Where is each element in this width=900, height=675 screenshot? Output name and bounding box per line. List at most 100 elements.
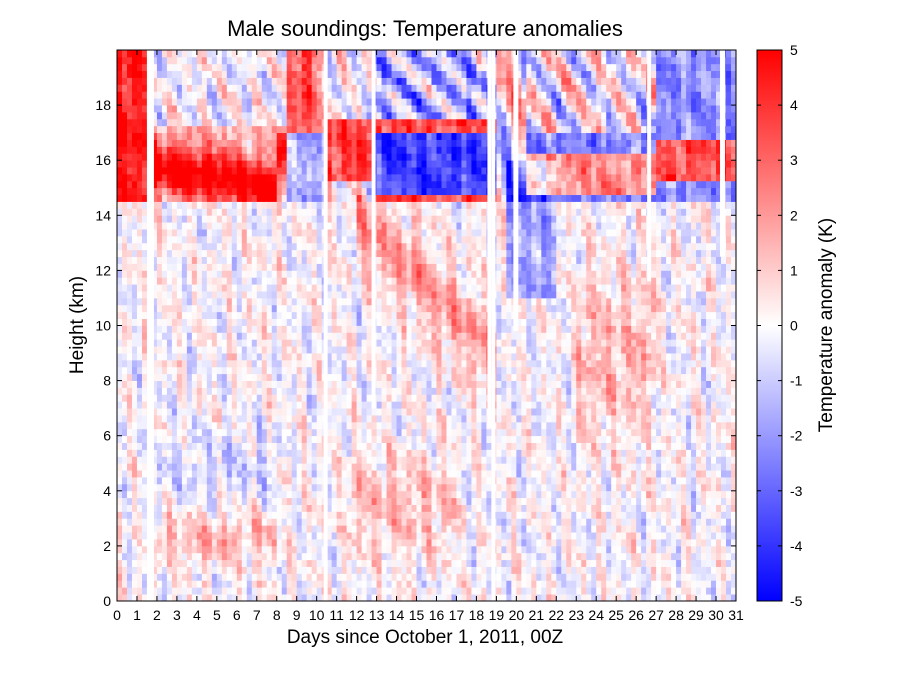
heatmap-cell xyxy=(251,490,258,499)
heatmap-cell xyxy=(301,525,308,533)
heatmap-cell xyxy=(296,70,303,78)
heatmap-cell xyxy=(331,539,338,547)
heatmap-cell xyxy=(211,91,218,99)
heatmap-cell xyxy=(356,118,362,127)
heatmap-cell xyxy=(121,373,128,381)
heatmap-cell xyxy=(236,56,243,65)
heatmap-cell xyxy=(216,56,223,65)
heatmap-cell xyxy=(201,580,208,588)
heatmap-cell xyxy=(296,118,303,127)
heatmap-cell xyxy=(211,470,218,478)
heatmap-cell xyxy=(231,573,238,581)
heatmap-cell xyxy=(421,70,427,78)
heatmap-cell xyxy=(351,63,358,72)
heatmap-cell xyxy=(117,504,123,512)
heatmap-cell xyxy=(396,249,402,258)
heatmap-cell xyxy=(281,477,288,485)
heatmap-cell xyxy=(216,187,223,196)
heatmap-cell xyxy=(416,111,422,120)
heatmap-cell xyxy=(331,139,338,147)
heatmap-cell xyxy=(411,84,417,92)
heatmap-cell xyxy=(221,222,228,230)
heatmap-cell xyxy=(296,387,303,395)
heatmap-cell xyxy=(366,249,372,258)
heatmap-cell xyxy=(356,380,362,388)
heatmap-cell xyxy=(386,332,392,340)
heatmap-cell xyxy=(296,401,303,409)
heatmap-cell xyxy=(381,470,387,478)
heatmap-cell xyxy=(376,366,382,375)
heatmap-cell xyxy=(276,545,283,554)
heatmap-cell xyxy=(271,559,278,567)
heatmap-cell xyxy=(401,180,407,189)
heatmap-cell xyxy=(281,532,288,540)
heatmap-cell xyxy=(117,56,123,65)
heatmap-cell xyxy=(406,518,412,526)
heatmap-cell xyxy=(191,201,198,209)
heatmap-cell xyxy=(406,539,412,547)
heatmap-cell xyxy=(276,408,283,416)
heatmap-cell xyxy=(361,208,367,216)
heatmap-cell xyxy=(121,483,128,492)
heatmap-cell xyxy=(296,532,303,540)
heatmap-cell xyxy=(306,401,313,409)
heatmap-cell xyxy=(341,504,348,512)
heatmap-cell xyxy=(181,84,188,92)
heatmap-cell xyxy=(166,263,173,271)
heatmap-cell xyxy=(186,332,193,340)
heatmap-cell xyxy=(426,511,432,519)
heatmap-cell xyxy=(117,77,123,85)
heatmap-cell xyxy=(201,160,208,168)
heatmap-cell xyxy=(171,153,178,161)
heatmap-cell xyxy=(276,180,283,189)
heatmap-cell xyxy=(341,587,348,595)
heatmap-cell xyxy=(171,511,178,519)
heatmap-cell xyxy=(156,408,163,416)
heatmap-cell xyxy=(361,215,367,223)
heatmap-cell xyxy=(126,359,133,368)
heatmap-cell xyxy=(301,394,308,402)
heatmap-cell xyxy=(256,187,263,196)
heatmap-cell xyxy=(236,98,243,106)
heatmap-cell xyxy=(371,483,377,492)
heatmap-cell xyxy=(246,470,253,478)
heatmap-cell xyxy=(221,187,228,196)
heatmap-cell xyxy=(291,332,298,340)
heatmap-cell xyxy=(226,242,233,251)
heatmap-cell xyxy=(271,263,278,271)
heatmap-cell xyxy=(351,132,358,140)
heatmap-cell xyxy=(331,105,338,113)
heatmap-cell xyxy=(241,77,248,85)
heatmap-cell xyxy=(121,56,128,65)
heatmap-cell xyxy=(421,587,427,595)
heatmap-cell xyxy=(161,587,168,595)
heatmap-cell xyxy=(346,242,353,251)
heatmap-cell xyxy=(351,111,358,120)
heatmap-cell xyxy=(211,359,218,368)
heatmap-cell xyxy=(206,318,213,326)
heatmap-cell xyxy=(261,256,268,264)
heatmap-cell xyxy=(276,160,283,168)
heatmap-cell xyxy=(291,373,298,381)
heatmap-cell xyxy=(306,311,313,320)
heatmap-cell xyxy=(266,490,273,499)
heatmap-cell xyxy=(351,428,358,437)
heatmap-cell xyxy=(351,242,358,251)
heatmap-cell xyxy=(221,91,228,99)
heatmap-cell xyxy=(236,167,243,175)
heatmap-cell xyxy=(156,180,163,189)
heatmap-cell xyxy=(331,525,338,533)
heatmap-cell xyxy=(376,284,382,292)
heatmap-cell xyxy=(286,311,293,320)
heatmap-cell xyxy=(166,408,173,416)
heatmap-cell xyxy=(117,229,123,237)
heatmap-cell xyxy=(261,277,268,285)
heatmap-cell xyxy=(226,146,233,154)
heatmap-cell xyxy=(426,408,432,416)
heatmap-cell xyxy=(311,263,318,271)
heatmap-cell xyxy=(176,194,183,202)
heatmap-cell xyxy=(306,332,313,340)
heatmap-cell xyxy=(311,387,318,395)
heatmap-cell xyxy=(361,394,367,402)
heatmap-cell xyxy=(261,208,268,216)
